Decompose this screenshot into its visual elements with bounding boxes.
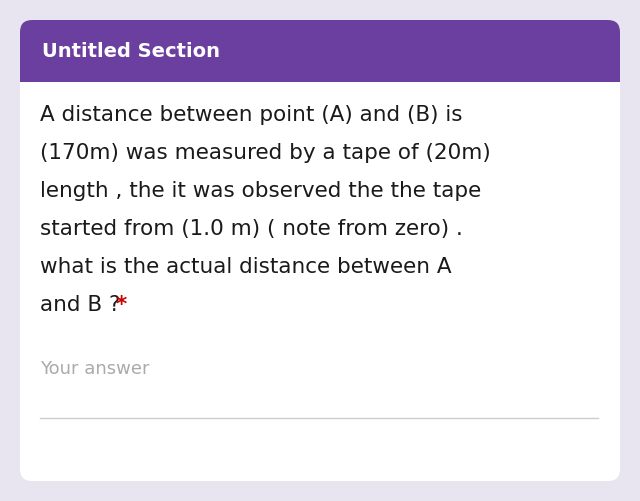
Text: Your answer: Your answer (40, 360, 150, 378)
Text: and B ?: and B ? (40, 295, 127, 315)
Text: Untitled Section: Untitled Section (42, 42, 220, 61)
Text: length , the it was observed the the tape: length , the it was observed the the tap… (40, 181, 481, 201)
Text: started from (1.0 m) ( note from zero) .: started from (1.0 m) ( note from zero) . (40, 219, 463, 239)
Bar (20, 70, 620, 82)
Text: (170m) was measured by a tape of (20m): (170m) was measured by a tape of (20m) (40, 143, 491, 163)
FancyBboxPatch shape (20, 20, 620, 82)
Text: A distance between point (A) and (B) is: A distance between point (A) and (B) is (40, 105, 463, 125)
Text: *: * (116, 295, 127, 315)
FancyBboxPatch shape (20, 20, 620, 481)
Text: what is the actual distance between A: what is the actual distance between A (40, 257, 452, 277)
